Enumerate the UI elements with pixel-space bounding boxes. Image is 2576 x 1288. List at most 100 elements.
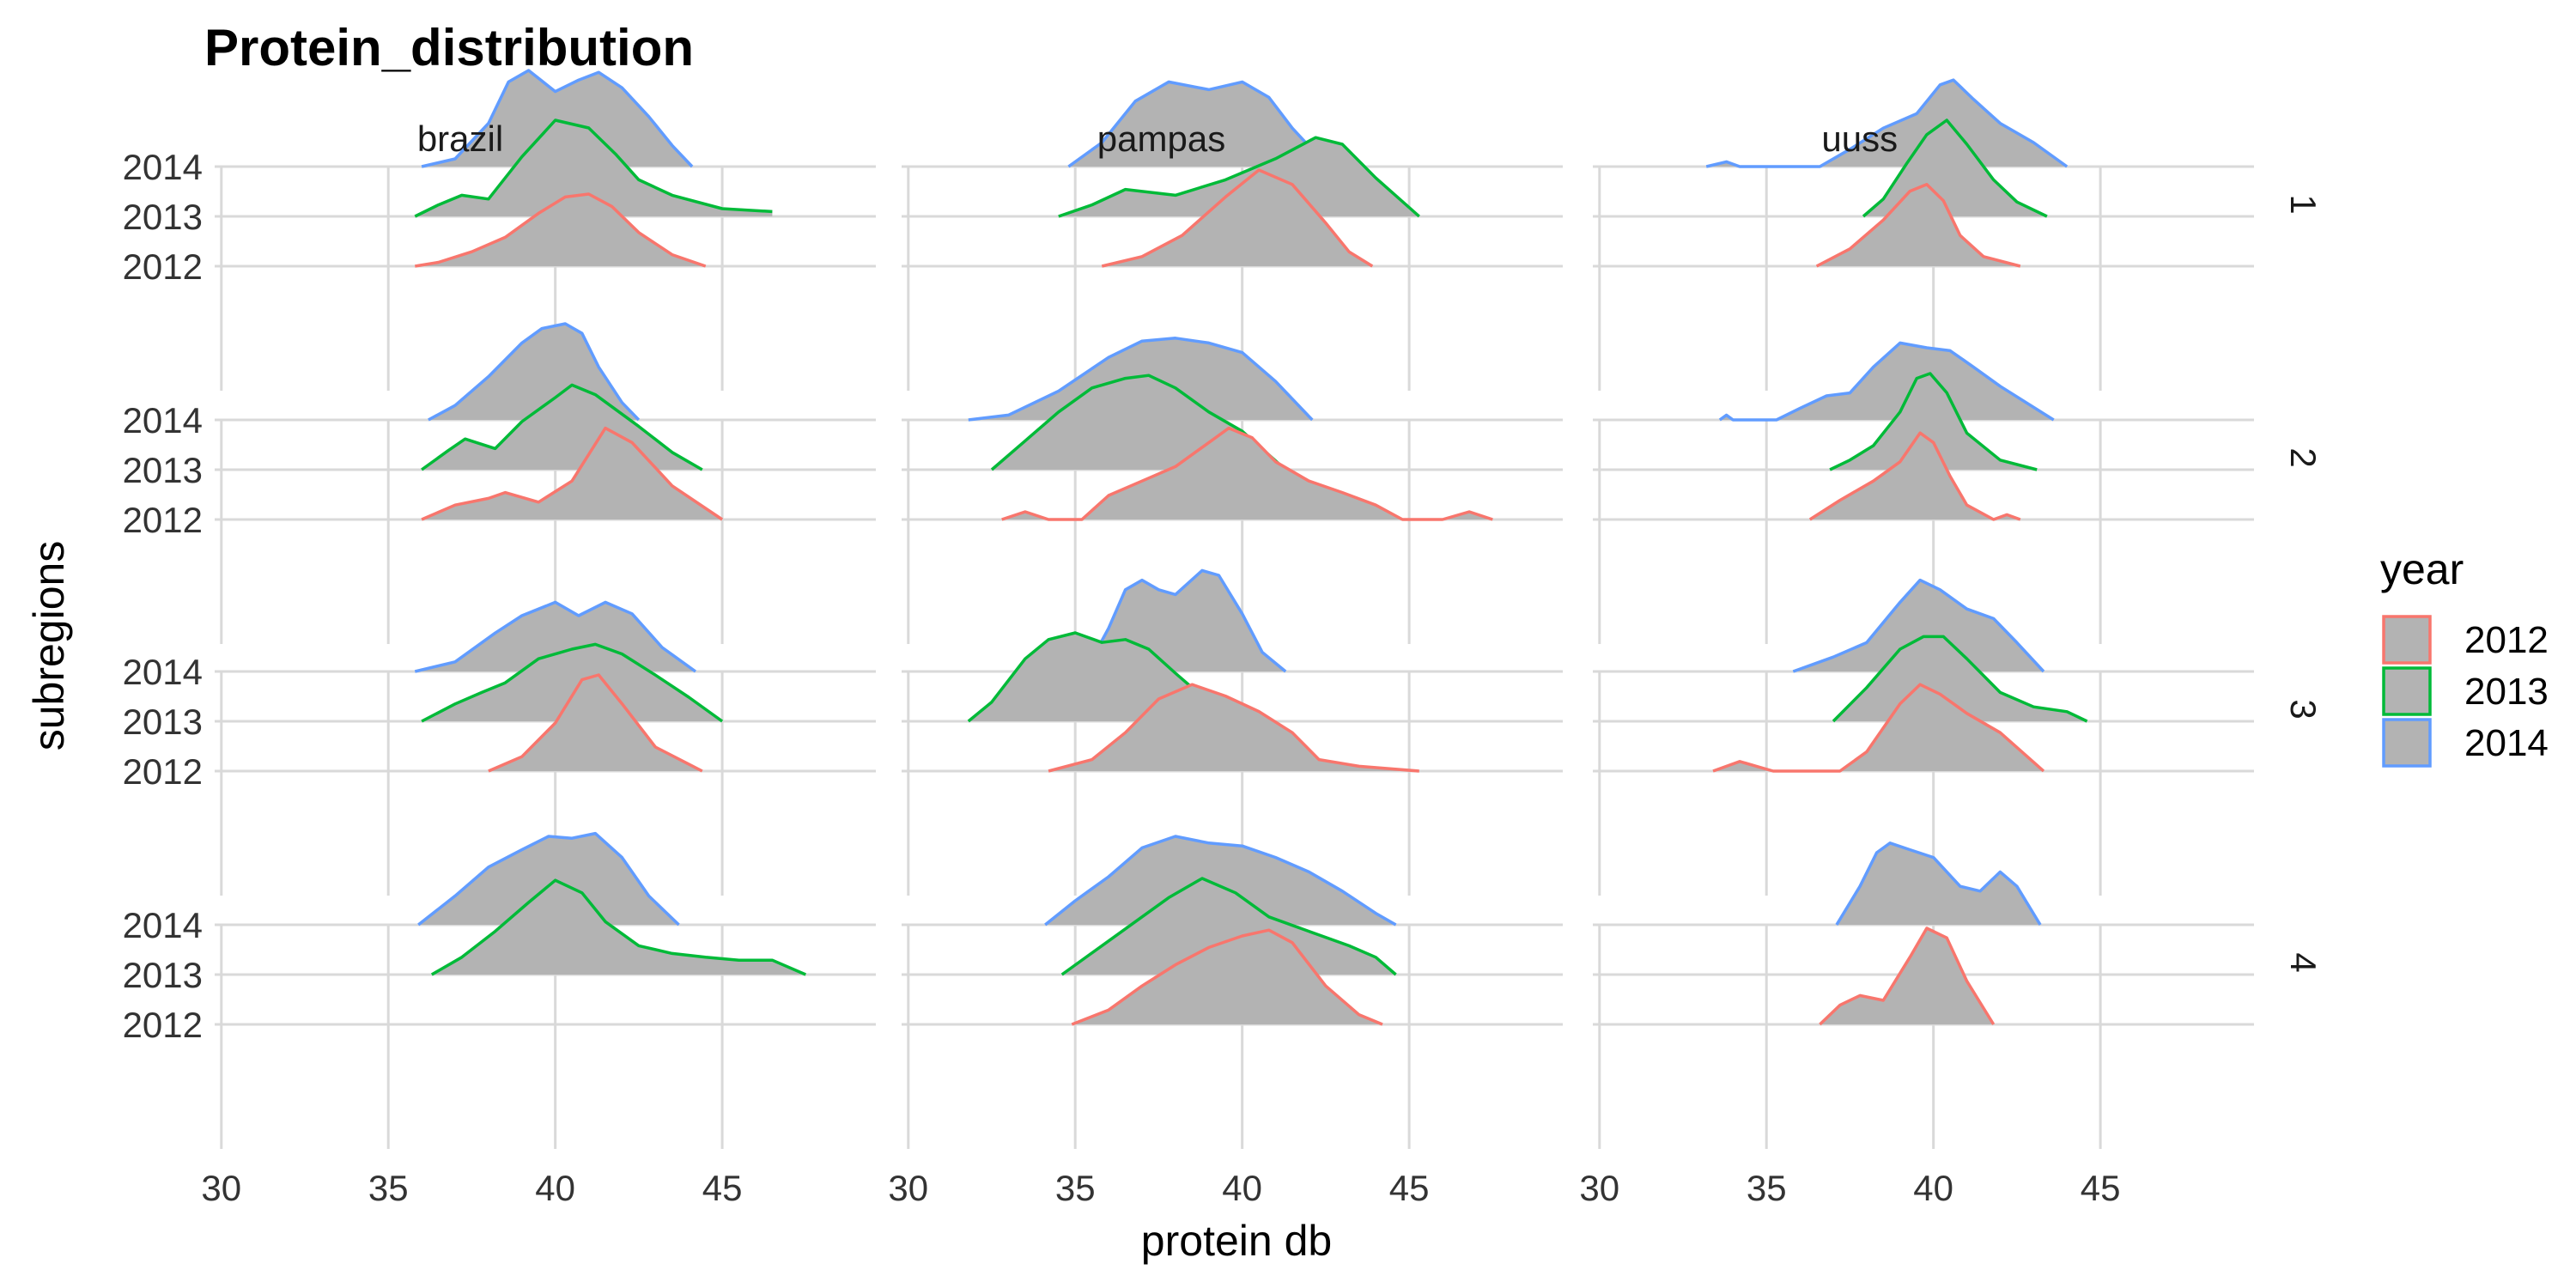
- ridge-line-2013: [1832, 635, 2088, 723]
- ridge-line-2013: [430, 878, 806, 976]
- ridge-fill-2013: [1061, 878, 1396, 975]
- ridge-line-2012: [415, 192, 707, 268]
- facet-strips: brazil pampas uuss 1 2 3 4: [417, 118, 2324, 973]
- ridge-line-2014: [414, 600, 697, 673]
- y-tick-label: 2013: [123, 197, 203, 237]
- ridge-line-2012: [1815, 183, 2021, 268]
- facet-panel-uuss-4: [1819, 841, 2042, 1026]
- ridge-line-2014: [1792, 578, 2045, 673]
- ridge-fill-2013: [1830, 374, 2038, 470]
- ridge-line-2014: [1044, 835, 1397, 927]
- ridge-fill-2012: [1001, 428, 1493, 519]
- ridge-line-2013: [990, 374, 1287, 471]
- ridge-line-2013: [1862, 118, 2048, 218]
- y-tick-label: 2012: [123, 1005, 203, 1045]
- ridge-fill-2012: [1072, 930, 1382, 1024]
- x-axis-title: protein db: [1141, 1217, 1332, 1265]
- legend-label-2013: 2013: [2464, 671, 2549, 713]
- strip-label-brazil: brazil: [417, 118, 503, 159]
- row-strip-label-4: 4: [2283, 952, 2324, 972]
- ridge-line-2013: [1060, 877, 1397, 976]
- ridge-fill-2014: [422, 70, 693, 167]
- x-tick-label: 45: [1389, 1168, 1430, 1208]
- y-tick-label: 2014: [123, 652, 203, 692]
- ridge-fill-2013: [415, 120, 773, 216]
- ridge-fill-2012: [1809, 433, 2020, 519]
- legend-item-2014: 2014: [2382, 718, 2549, 768]
- x-tick-label: 35: [1747, 1168, 1787, 1208]
- ridge-fill-2013: [1058, 137, 1419, 216]
- y-tick-label: 2014: [123, 905, 203, 945]
- ridge-line-2013: [1058, 136, 1420, 218]
- facet-panel-pampas-2: [968, 337, 1493, 521]
- strip-label-uuss: uuss: [1821, 118, 1898, 159]
- legend: year 2012 2013 2014: [2380, 545, 2549, 768]
- facet-panel-pampas-1: [1058, 80, 1420, 268]
- x-tick-label: 40: [535, 1168, 575, 1208]
- ridge-fill-2014: [415, 602, 696, 671]
- legend-item-2013: 2013: [2382, 666, 2549, 716]
- facet-panel-brazil-3: [414, 600, 724, 773]
- facet-panel-brazil-1: [414, 69, 773, 268]
- facet-panel-brazil-4: [417, 831, 806, 976]
- ridge-fill-2014: [1045, 836, 1396, 925]
- ridge-line-2012: [1712, 683, 2045, 773]
- legend-label-2012: 2012: [2464, 619, 2549, 661]
- legend-key-2014: [2382, 718, 2432, 768]
- x-tick-label: 30: [1579, 1168, 1619, 1208]
- ridge-line-2013: [414, 118, 773, 218]
- x-tick-label: 45: [702, 1168, 743, 1208]
- ridge-fill-2014: [418, 833, 679, 925]
- ridge-fill-2012: [415, 194, 706, 266]
- ridge-line-2012: [1101, 168, 1374, 268]
- legend-items: 2012 2013 2014: [2382, 615, 2549, 768]
- facet-panel-pampas-4: [1044, 835, 1397, 1026]
- facet-panel-pampas-3: [967, 568, 1419, 773]
- y-tick-label: 2014: [123, 400, 203, 440]
- ridge-line-2014: [1084, 568, 1287, 673]
- y-tick-label: 2013: [123, 955, 203, 995]
- facet-panel-brazil-2: [421, 322, 724, 521]
- ridge-line-2012: [1048, 683, 1419, 773]
- ridge-line-2012: [488, 673, 703, 773]
- x-tick-label: 30: [201, 1168, 241, 1208]
- ridge-fill-2012: [1048, 684, 1419, 771]
- ridge-fill-2012: [1713, 684, 2044, 771]
- facet-panel-uuss-3: [1712, 578, 2088, 773]
- ridge-line-2014: [428, 322, 641, 422]
- x-tick-label: 35: [1055, 1168, 1096, 1208]
- legend-key-2012: [2382, 615, 2432, 665]
- facet-panel-uuss-1: [1705, 78, 2069, 268]
- y-tick-label: 2012: [123, 500, 203, 540]
- legend-title: year: [2380, 545, 2464, 593]
- row-strip-label-1: 1: [2283, 194, 2324, 214]
- ridge-line-2014: [968, 337, 1314, 422]
- ridge-line-2012: [421, 426, 724, 521]
- ridge-line-2012: [1819, 927, 1996, 1026]
- ridge-layer: [414, 69, 2088, 1026]
- ridge-fill-2012: [488, 675, 702, 771]
- row-strip-label-2: 2: [2283, 447, 2324, 467]
- ridge-line-2012: [1808, 431, 2021, 521]
- ridge-line-2014: [417, 831, 680, 927]
- chart-title: Protein_distribution: [204, 19, 694, 76]
- ridge-line-2014: [421, 69, 694, 168]
- ridge-fill-2014: [1836, 842, 2041, 925]
- ridge-line-2014: [1718, 341, 2055, 422]
- y-tick-label: 2012: [123, 246, 203, 287]
- y-tick-label: 2013: [123, 450, 203, 490]
- facet-panel-uuss-2: [1718, 341, 2055, 521]
- legend-label-2014: 2014: [2464, 722, 2549, 764]
- ridge-line-2014: [1705, 78, 2069, 168]
- ridge-fill-2013: [431, 880, 806, 975]
- ridge-fill-2014: [1719, 343, 2054, 420]
- ridge-fill-2013: [422, 644, 723, 721]
- ridge-line-2012: [1001, 426, 1493, 521]
- x-tick-label: 40: [1222, 1168, 1262, 1208]
- ridge-line-2013: [967, 631, 1260, 723]
- y-tick-label: 2012: [123, 751, 203, 792]
- x-tick-label: 35: [368, 1168, 409, 1208]
- row-strip-label-3: 3: [2283, 699, 2324, 719]
- ridge-fill-2013: [1833, 636, 2087, 721]
